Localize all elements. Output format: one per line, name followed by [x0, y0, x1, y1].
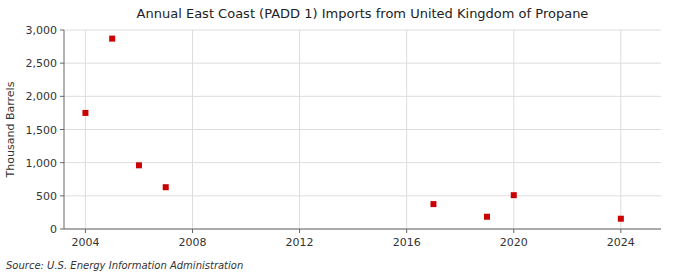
y-grid-line [64, 195, 661, 196]
x-tick [299, 229, 300, 233]
x-tick-label: 2012 [286, 236, 314, 249]
data-point [511, 192, 517, 198]
y-axis-label: Thousand Barrels [4, 81, 17, 178]
y-tick [60, 30, 64, 31]
data-point [430, 201, 436, 207]
x-grid-line [192, 30, 193, 229]
x-grid-line [299, 30, 300, 229]
y-tick-label: 1,000 [26, 157, 58, 170]
chart-container: Annual East Coast (PADD 1) Imports from … [0, 0, 675, 275]
y-tick-label: 3,000 [26, 24, 58, 37]
y-tick-label: 2,500 [26, 57, 58, 70]
y-tick [60, 162, 64, 163]
y-tick-label: 500 [36, 190, 57, 203]
x-grid-line [406, 30, 407, 229]
y-grid-line [64, 129, 661, 130]
grid [64, 30, 661, 229]
axes: 0 500 1,000 1,500 2,000 2,500 3,000 2004 2008 201… [26, 24, 662, 249]
y-tick [60, 129, 64, 130]
x-tick [406, 229, 407, 233]
y-grid-line [64, 229, 661, 230]
y-tick [60, 96, 64, 97]
y-tick-label: 2,000 [26, 90, 58, 103]
x-grid-line [85, 30, 86, 229]
y-grid-line [64, 30, 661, 31]
x-grid-line [513, 30, 514, 229]
y-tick-label: 0 [50, 223, 57, 236]
data-point [484, 214, 490, 220]
y-tick-label: 1,500 [26, 124, 58, 137]
y-grid-line [64, 63, 661, 64]
x-tick-label: 2024 [607, 236, 635, 249]
source-note: Source: U.S. Energy Information Administ… [6, 260, 243, 271]
y-grid-line [64, 96, 661, 97]
chart-title: Annual East Coast (PADD 1) Imports from … [137, 6, 589, 21]
data-point [618, 216, 624, 222]
y-tick [60, 63, 64, 64]
x-tick [620, 229, 621, 233]
x-axis-line [64, 229, 661, 230]
x-tick-label: 2008 [179, 236, 207, 249]
y-grid-line [64, 162, 661, 163]
x-tick [513, 229, 514, 233]
y-tick [60, 229, 64, 230]
data-point [82, 110, 88, 116]
x-tick [192, 229, 193, 233]
x-tick-label: 2016 [393, 236, 421, 249]
data-point [136, 162, 142, 168]
y-axis-line [64, 30, 65, 229]
chart-svg: Annual East Coast (PADD 1) Imports from … [0, 0, 675, 275]
x-tick [85, 229, 86, 233]
x-tick-label: 2020 [500, 236, 528, 249]
x-grid-line [620, 30, 621, 229]
data-point [163, 184, 169, 190]
points [82, 36, 623, 222]
x-tick-label: 2004 [71, 236, 99, 249]
y-tick [60, 195, 64, 196]
data-point [109, 36, 115, 42]
